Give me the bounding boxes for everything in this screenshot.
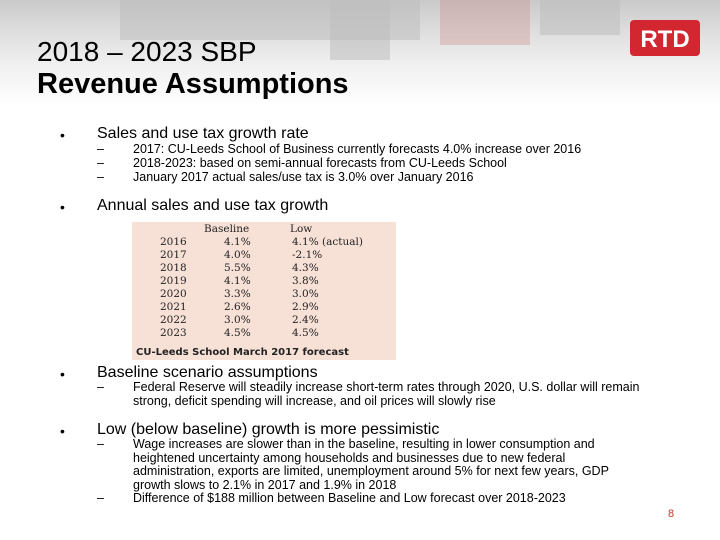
table-cell-low: 4.5% [292, 327, 319, 339]
table-cell-low: 3.0% [292, 288, 319, 300]
bullet-icon: • [60, 199, 65, 215]
sub-bullet: Wage increases are slower than in the ba… [133, 437, 609, 492]
dash-icon: – [97, 380, 104, 394]
dash-icon: – [97, 170, 104, 184]
table-cell-low: 4.3% [292, 262, 319, 274]
table-cell-year: 2016 [160, 236, 187, 248]
growth-table: Baseline Low 2016 4.1% 4.1% (actual) 2017 4.… [132, 222, 396, 360]
bullet-icon: • [60, 127, 65, 143]
page-number: 8 [668, 508, 675, 520]
table-caption: CU-Leeds School March 2017 forecast [136, 347, 349, 358]
table-cell-low: 2.4% [292, 314, 319, 326]
sub-bullet: Difference of $188 million between Basel… [133, 491, 566, 505]
table-cell-year: 2019 [160, 275, 187, 287]
table-cell-year: 2020 [160, 288, 187, 300]
bullet-low-growth: Low (below baseline) growth is more pess… [97, 421, 440, 438]
table-cell-low: 3.8% [292, 275, 319, 287]
bullet-icon: • [60, 423, 65, 439]
bullet-icon: • [60, 366, 65, 382]
logo-text: RTD [640, 26, 689, 53]
photo-background [440, 0, 530, 45]
table-cell-year: 2021 [160, 301, 187, 313]
table-cell-baseline: 4.1% [224, 275, 251, 287]
table-cell-year: 2022 [160, 314, 187, 326]
sub-bullet: Federal Reserve will steadily increase s… [133, 380, 640, 408]
photo-background [540, 0, 620, 35]
photo-background [330, 0, 390, 60]
bullet-annual-growth: Annual sales and use tax growth [97, 197, 329, 214]
table-cell-year: 2023 [160, 327, 187, 339]
sub-bullet: January 2017 actual sales/use tax is 3.0… [133, 170, 474, 184]
dash-icon: – [97, 437, 104, 451]
slide-title: 2018 – 2023 SBP [37, 36, 257, 67]
rtd-logo: RTD [630, 20, 700, 56]
logo-badge [630, 20, 700, 56]
table-header-low: Low [290, 223, 313, 235]
dash-icon: – [97, 142, 104, 156]
bullet-baseline-scenario: Baseline scenario assumptions [97, 364, 318, 381]
table-cell-low: 2.9% [292, 301, 319, 313]
table-cell-low: 4.1% (actual) [292, 236, 363, 248]
table-header-baseline: Baseline [204, 223, 250, 235]
table-cell-year: 2017 [160, 249, 187, 261]
table-cell-baseline: 4.1% [224, 236, 251, 248]
table-cell-low: -2.1% [292, 249, 323, 261]
table-cell-baseline: 4.0% [224, 249, 251, 261]
table-cell-baseline: 4.5% [224, 327, 251, 339]
dash-icon: – [97, 156, 104, 170]
table-cell-baseline: 3.3% [224, 288, 251, 300]
table-cell-baseline: 5.5% [224, 262, 251, 274]
table-cell-year: 2018 [160, 262, 187, 274]
table-cell-baseline: 2.6% [224, 301, 251, 313]
sub-bullet: 2018-2023: based on semi-annual forecast… [133, 156, 507, 170]
slide-subtitle: Revenue Assumptions [37, 68, 349, 100]
sub-bullet: 2017: CU-Leeds School of Business curren… [133, 142, 582, 156]
table-cell-baseline: 3.0% [224, 314, 251, 326]
bullet-sales-tax-growth: Sales and use tax growth rate [97, 125, 309, 142]
header-photo-band [0, 0, 720, 105]
dash-icon: – [97, 491, 104, 505]
